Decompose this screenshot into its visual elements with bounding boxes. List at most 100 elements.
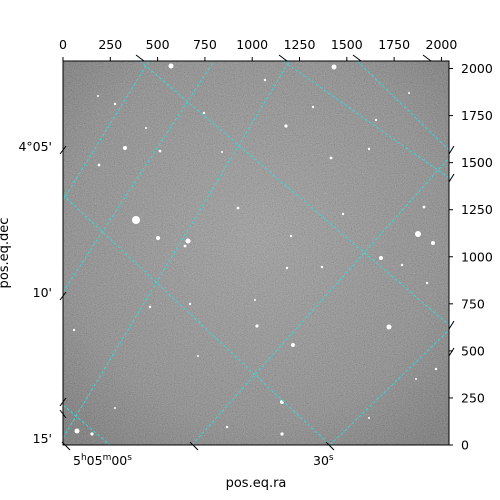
x-axis-title: pos.eq.ra (226, 476, 287, 491)
grid-line (139, 61, 449, 326)
star (148, 305, 152, 309)
star (434, 367, 438, 371)
dec-tick-label: 4°05' (18, 139, 52, 154)
star (367, 147, 371, 151)
star (132, 216, 140, 224)
ra-tick-label-1: 5h05m00s (73, 453, 132, 468)
top-tick-label: 500 (146, 37, 170, 52)
star (422, 205, 426, 209)
star (97, 163, 101, 167)
grid-line (63, 61, 290, 439)
star (188, 302, 192, 306)
right-world-tick (448, 145, 455, 155)
star (425, 281, 429, 285)
top-tick-label: 1500 (331, 37, 363, 52)
star (329, 156, 333, 160)
top-tick-label: 750 (193, 37, 217, 52)
star (145, 127, 147, 129)
star (183, 244, 187, 248)
star (311, 105, 315, 109)
top-tick-label: 1750 (378, 37, 410, 52)
star (254, 299, 256, 301)
coordinate-grid (63, 61, 449, 445)
grid-line (63, 61, 150, 201)
ra-tick-label-2: 30s (313, 453, 334, 468)
star (156, 236, 160, 240)
star (197, 355, 199, 357)
astro-image (63, 61, 449, 445)
star (74, 428, 80, 434)
star (368, 417, 370, 419)
right-tick-label: 1250 (461, 202, 493, 217)
star (263, 78, 267, 82)
grid-line (191, 157, 449, 445)
star (255, 324, 259, 328)
star (400, 263, 404, 267)
grid-line (63, 404, 111, 445)
star (331, 64, 337, 70)
right-pixel-axis: 0 250 500 750 1000 1250 1500 1750 2000 (448, 61, 493, 453)
top-pixel-axis: 0 250 500 750 1000 1250 1500 1750 2000 (59, 37, 458, 62)
plot-frame (62, 60, 450, 446)
grid-line (63, 61, 215, 293)
star (113, 102, 117, 106)
top-tick-label: 1250 (284, 37, 316, 52)
star (168, 63, 174, 69)
star (408, 92, 410, 94)
right-world-tick (448, 347, 455, 357)
ra-axis: 5h05m00s 30s (61, 441, 335, 468)
star (285, 266, 289, 270)
star (90, 432, 94, 436)
right-world-tick (448, 173, 455, 183)
right-tick-label: 1500 (461, 155, 493, 170)
right-world-tick (448, 320, 455, 330)
star (431, 241, 435, 245)
right-tick-label: 1000 (461, 249, 493, 264)
right-tick-label: 2000 (461, 61, 493, 76)
grid-line (356, 61, 449, 151)
y-axis-title: pos.eq.dec (0, 218, 12, 289)
top-tick-label: 1000 (236, 37, 268, 52)
star-field (72, 63, 438, 436)
dec-tick-label: 15' (33, 431, 52, 446)
star (291, 343, 295, 347)
dec-axis: 4°05' 10' 15' (18, 139, 67, 446)
grid-line (329, 329, 449, 445)
top-world-tick (422, 54, 432, 62)
top-tick-label: 2000 (426, 37, 458, 52)
star (386, 324, 392, 330)
star (374, 118, 378, 122)
star (225, 425, 229, 429)
star (123, 146, 127, 150)
star (185, 238, 191, 244)
star (284, 124, 288, 128)
star (158, 149, 162, 153)
star (72, 328, 76, 332)
star (236, 206, 240, 210)
star (415, 378, 417, 380)
right-tick-label: 1750 (461, 108, 493, 123)
grid-line (282, 61, 449, 179)
top-tick-label: 250 (98, 37, 122, 52)
dec-tick-label: 10' (33, 285, 52, 300)
right-tick-label: 750 (461, 296, 485, 311)
star (320, 265, 324, 269)
top-world-tick (352, 54, 362, 62)
top-world-tick (278, 54, 288, 62)
star (341, 212, 345, 216)
star (415, 231, 421, 237)
star (202, 111, 206, 115)
star (379, 256, 383, 260)
top-tick-label: 0 (59, 37, 67, 52)
grid-line (63, 194, 331, 445)
star (97, 95, 99, 97)
top-world-tick (135, 54, 145, 62)
star (280, 432, 284, 436)
star (221, 151, 223, 153)
right-tick-label: 500 (461, 343, 485, 358)
right-tick-label: 0 (461, 438, 469, 453)
star (114, 407, 116, 409)
right-tick-label: 250 (461, 390, 485, 405)
star (289, 234, 293, 238)
